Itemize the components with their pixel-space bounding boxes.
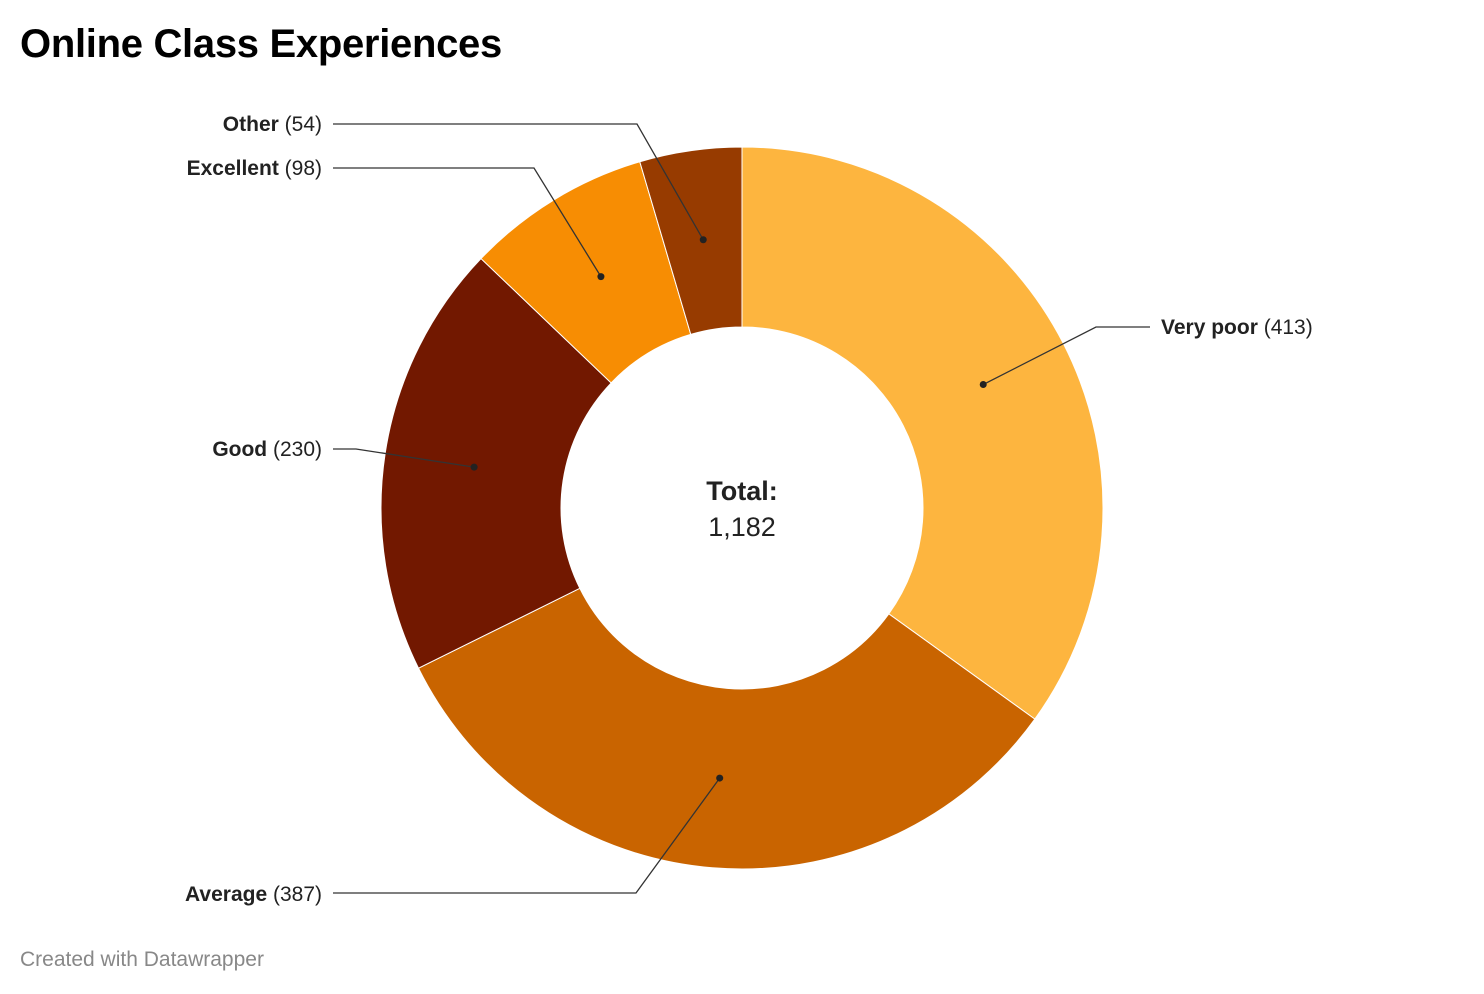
slice-other[interactable]	[639, 146, 743, 336]
slice-label: Excellent (98)	[187, 157, 322, 180]
leader-line	[333, 167, 602, 277]
chart-title: Online Class Experiences	[20, 22, 502, 66]
slice-label-value: (230)	[267, 438, 322, 461]
slice-label-value: (387)	[267, 883, 322, 906]
slice-label-value: (413)	[1258, 316, 1313, 339]
slice-label-name: Average	[185, 883, 267, 906]
center-total-value: 1,182	[708, 512, 776, 542]
slice-label-name: Other	[223, 113, 279, 136]
slice-very-poor[interactable]	[741, 146, 1104, 720]
slice-label: Good (230)	[212, 438, 322, 461]
leader-line	[333, 123, 704, 241]
slice-label-value: (98)	[279, 157, 322, 180]
footer-credit[interactable]: Created with Datawrapper	[20, 948, 264, 971]
leader-line	[333, 777, 721, 894]
leader-dot	[597, 273, 605, 281]
leader-dot	[699, 236, 707, 244]
labels-group: Very poor (413) Average (387) Good (230) Ex…	[185, 113, 1313, 906]
center-total-label: Total:	[706, 476, 777, 506]
slice-label: Average (387)	[185, 883, 322, 906]
slice-label-value: (54)	[279, 113, 322, 136]
slices-group	[380, 146, 1104, 870]
slice-label: Other (54)	[223, 113, 322, 136]
leader-dot	[716, 774, 724, 782]
slice-label-name: Very poor	[1161, 316, 1258, 339]
slice-label-name: Good	[212, 438, 267, 461]
slice-average[interactable]	[417, 587, 1036, 870]
leader-dot	[979, 381, 987, 389]
slice-label-name: Excellent	[187, 157, 279, 180]
leader-lines-group	[333, 123, 1150, 894]
slice-good[interactable]	[380, 257, 612, 669]
leader-dot	[470, 463, 478, 471]
slice-label: Very poor (413)	[1161, 316, 1313, 339]
leader-line	[333, 448, 475, 468]
leader-line	[982, 326, 1150, 386]
